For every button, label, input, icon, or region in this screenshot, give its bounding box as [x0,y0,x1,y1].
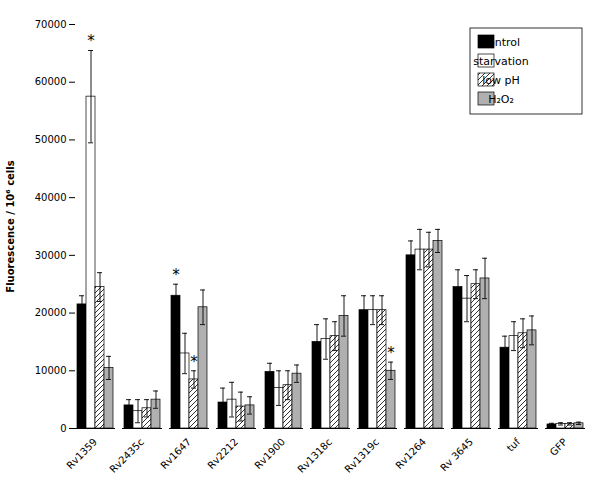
svg-text:Rv1318c: Rv1318c [295,436,334,475]
svg-text:60000: 60000 [35,76,67,87]
svg-text:*: * [190,353,198,371]
svg-text:GFP: GFP [548,436,570,458]
svg-text:Rv1264: Rv1264 [393,436,428,471]
svg-text:70000: 70000 [35,19,67,30]
svg-text:Rv1647: Rv1647 [158,436,193,471]
svg-text:*: * [172,266,180,284]
svg-text:Rv1900: Rv1900 [252,436,287,471]
svg-text:starvation: starvation [473,55,529,68]
svg-text:Rv1359: Rv1359 [64,436,99,471]
svg-text:20000: 20000 [35,307,67,318]
svg-text:Fluorescence / 10⁶ cells: Fluorescence / 10⁶ cells [5,160,16,292]
svg-text:0: 0 [60,423,66,434]
svg-text:*: * [387,344,395,362]
svg-text:Rv2212: Rv2212 [205,436,240,471]
svg-text:tuf: tuf [505,436,523,454]
svg-text:10000: 10000 [35,365,67,376]
svg-text:low pH: low pH [482,74,520,87]
svg-text:Rv2435c: Rv2435c [107,436,146,475]
svg-text:50000: 50000 [35,134,67,145]
svg-text:30000: 30000 [35,250,67,261]
svg-text:H₂O₂: H₂O₂ [488,93,514,106]
svg-text:*: * [87,32,95,50]
svg-text:Rv1319c: Rv1319c [342,436,381,475]
svg-text:Rv 3645: Rv 3645 [438,436,475,473]
svg-text:40000: 40000 [35,192,67,203]
svg-text:control: control [482,36,520,49]
